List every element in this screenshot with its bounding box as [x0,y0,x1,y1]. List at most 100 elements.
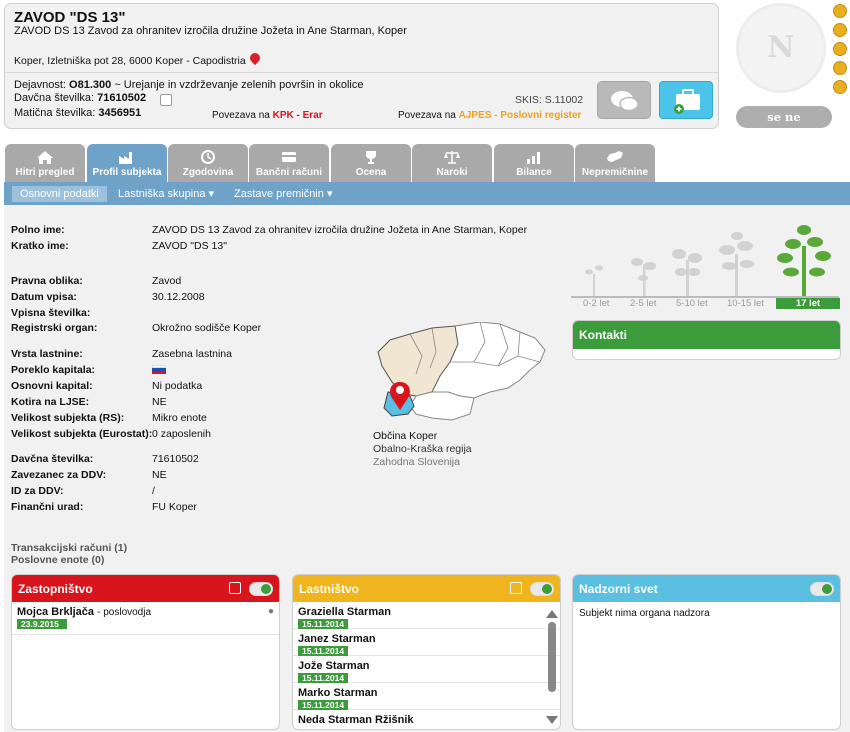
pravna-oblika-label: Pravna oblika: [11,275,83,287]
caret-down-icon: ▾ [208,188,215,200]
ajpes-link[interactable]: AJPES - Poslovni register [458,110,582,121]
subtab-bar [4,182,850,205]
date-badge: 23.9.2015 [17,619,67,629]
person-name: Jože Starman [298,660,370,672]
date-badge: 15.11.2014 [298,673,348,683]
scroll-up-icon[interactable] [546,610,558,618]
regija-label: Obalno-Kraška regija [373,443,472,455]
kratko-ime-value: ZAVOD "DS 13" [152,240,227,252]
tab-naroki[interactable]: Naroki [412,144,492,182]
davcna-row: Davčna številka: 71610502 [14,92,147,104]
zastopnistvo-toggle[interactable] [249,582,273,596]
rating-status-button[interactable]: se ne izračunava [736,106,832,146]
tab-profil-subjekta[interactable]: Profil subjekta [87,144,167,182]
tab-hitri-pregled[interactable]: Hitri pregled [5,144,85,182]
divider [5,72,718,73]
rating-badge: N [736,3,826,93]
registrski-organ-label: Registrski organ: [11,322,98,334]
davcna-stevilka-label: Davčna številka: [11,453,94,465]
maticna-row: Matična številka: 3456951 [14,107,142,119]
scroll-thumb[interactable] [548,622,556,692]
polno-ime-label: Polno ime: [11,224,65,236]
scroll-down-icon[interactable] [546,716,558,724]
list-item[interactable]: Janez Starman 15.11.2014 [293,629,560,656]
scales-icon [444,151,460,164]
date-badge: 15.11.2014 [298,646,348,656]
tree-icon [719,232,754,296]
financni-urad-value: FU Koper [152,501,197,513]
ajpes-link-row: Povezava na AJPES - Poslovni register [398,110,582,121]
coin-icon [833,80,847,94]
list-item[interactable]: Neda Starman Ržišnik [293,710,560,729]
kotira-ljse-value: NE [152,396,167,408]
osnovni-kapital-value: Ni podatka [152,380,203,392]
trophy-icon [366,151,376,164]
subtab-zastave-premicnin[interactable]: Zastave premičnin ▾ [234,188,333,200]
company-name: ZAVOD "DS 13" [14,9,126,26]
age-label: 5-10 let [676,298,708,309]
tab-nepremicnine[interactable]: Nepremičnine [575,144,655,182]
poslovne-enote-link[interactable]: Poslovne enote (0) [11,554,105,566]
add-portfolio-button[interactable] [659,81,713,119]
caret-down-icon: ▾ [326,188,333,200]
vrsta-lastnine-label: Vrsta lastnine: [11,348,83,360]
kratko-ime-label: Kratko ime: [11,240,69,252]
zastopnistvo-title: Zastopništvo [18,582,93,596]
company-age-trees [585,225,831,296]
calendar-icon[interactable] [510,582,522,594]
calendar-icon[interactable] [229,582,241,594]
bank-card-icon [282,152,296,162]
person-name: Graziella Starman [298,606,391,618]
lastnistvo-toggle[interactable] [530,582,554,596]
kpk-link[interactable]: KPK - Erar [272,110,323,121]
list-item[interactable]: Marko Starman 15.11.2014 [293,683,560,710]
registrski-organ-value: Okrožno sodišče Koper [152,322,262,334]
slovenia-map-icon [607,151,623,162]
tree-icon [777,225,831,296]
coin-icon [833,23,847,37]
list-item[interactable]: Graziella Starman 15.11.2014 [293,602,560,629]
tree-icon [585,265,603,296]
davcna-stevilka-value: 71610502 [152,453,199,465]
person-name: Marko Starman [298,687,378,699]
velikost-rs-value: Mikro enote [152,412,207,424]
subtab-osnovni-podatki[interactable]: Osnovni podatki [12,186,107,202]
vrsta-lastnine-value: Zasebna lastnina [152,348,232,360]
chat-button[interactable] [597,81,651,119]
briefcase-add-icon [674,89,700,114]
kotira-ljse-label: Kotira na LJSE: [11,396,90,408]
home-icon [37,151,53,164]
kontakti-title: Kontakti [573,321,840,349]
slovenia-region-map [377,322,546,421]
person-role: - poslovodja [97,607,152,618]
person-name: Janez Starman [298,633,376,645]
datum-vpisa-label: Datum vpisa: [11,291,77,303]
map-pin-icon[interactable] [247,50,263,66]
pravna-oblika-value: Zavod [152,275,182,287]
velikost-eurostat-value: 0 zaposlenih [152,428,211,440]
obcina-label: Občina Koper [373,430,438,442]
age-label: 0-2 let [583,298,610,309]
person-icon: ● [267,606,274,617]
id-ddv-value: / [152,485,155,497]
coin-icon [833,42,847,56]
list-item[interactable]: Jože Starman 15.11.2014 [293,656,560,683]
zastopnistvo-panel: Zastopništvo Mojca Brkljača - poslovodja… [11,574,280,730]
financni-urad-label: Finančni urad: [11,501,84,513]
tab-ocena[interactable]: Ocena [331,144,411,182]
company-address: Koper, Izletniška pot 28, 6000 Koper - C… [14,55,246,67]
transakcijski-racuni-link[interactable]: Transakcijski računi (1) [11,542,128,554]
list-item[interactable]: Mojca Brkljača - poslovodja ● 23.9.2015 [12,602,279,635]
coin-icon [833,4,847,18]
tab-zgodovina[interactable]: Zgodovina [168,144,248,182]
kontakti-panel: Kontakti [572,320,841,360]
tab-bilance[interactable]: Bilance [494,144,574,182]
chart-icon [527,152,540,164]
subtab-lastniska-skupina[interactable]: Lastniška skupina ▾ [118,188,215,200]
nadzorni-svet-text: Subjekt nima organa nadzora [579,608,710,619]
nadzorni-svet-toggle[interactable] [810,582,834,596]
scrollbar[interactable] [546,610,558,729]
company-header: ZAVOD "DS 13" ZAVOD DS 13 Zavod za ohran… [4,3,719,129]
tab-bancni-racuni[interactable]: Bančni računi [249,144,329,182]
copy-checkbox[interactable] [160,94,172,106]
